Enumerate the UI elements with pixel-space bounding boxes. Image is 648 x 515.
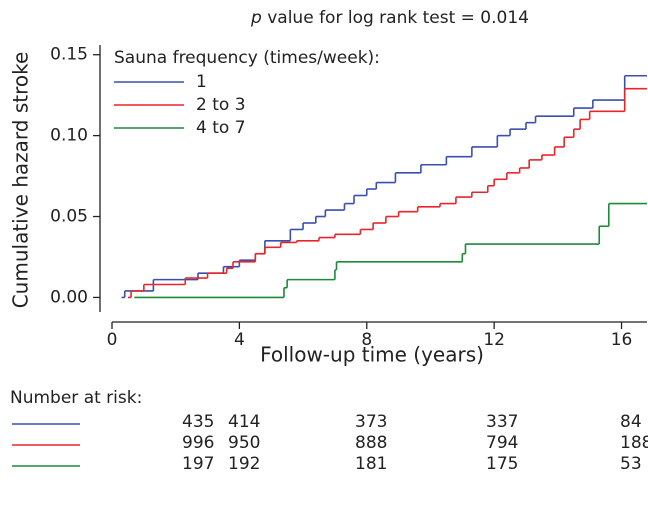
x-tick-label: 8 <box>361 330 372 350</box>
risk-count: 794 <box>486 433 518 453</box>
risk-count: 197 <box>182 454 214 474</box>
y-tick-label: 0.00 <box>50 287 88 307</box>
risk-count: 53 <box>620 454 642 474</box>
title-text: value for log rank test = 0.014 <box>267 8 529 28</box>
title-italic: p <box>250 8 262 28</box>
risk-table-title: Number at risk: <box>10 388 142 408</box>
risk-count: 950 <box>228 433 260 453</box>
y-tick-label: 0.05 <box>50 207 88 227</box>
x-tick-label: 12 <box>483 330 505 350</box>
x-tick-label: 4 <box>234 330 245 350</box>
legend-title: Sauna frequency (times/week): <box>114 48 380 68</box>
y-tick-label: 0.15 <box>50 45 88 65</box>
risk-count: 84 <box>620 412 642 432</box>
risk-count: 414 <box>228 412 260 432</box>
risk-count: 888 <box>355 433 387 453</box>
risk-count: 192 <box>228 454 260 474</box>
legend-label: 2 to 3 <box>196 95 246 115</box>
legend-label: 1 <box>196 72 207 92</box>
step-riser <box>283 203 610 298</box>
risk-count: 188 <box>620 433 648 453</box>
x-axis-label: Follow-up time (years) <box>260 343 484 367</box>
x-tick-label: 0 <box>107 330 118 350</box>
x-tick-label: 16 <box>611 330 633 350</box>
chart-title: p value for log rank test = 0.014 <box>250 8 529 28</box>
legend-label: 4 to 7 <box>196 118 246 138</box>
risk-count: 181 <box>355 454 387 474</box>
risk-count: 337 <box>486 412 518 432</box>
risk-count: 435 <box>182 412 214 432</box>
y-axis-label: Cumulative hazard stroke <box>9 52 33 309</box>
step-riser <box>123 75 626 298</box>
risk-count: 996 <box>182 433 214 453</box>
step-riser <box>130 88 626 298</box>
risk-count: 373 <box>355 412 387 432</box>
y-tick-label: 0.10 <box>50 126 88 146</box>
risk-count: 175 <box>486 454 518 474</box>
axis-line <box>99 45 647 323</box>
